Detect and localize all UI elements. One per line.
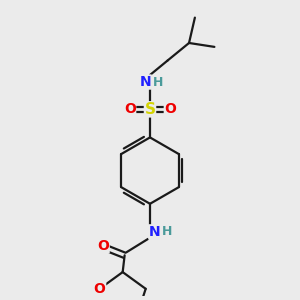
- Text: N: N: [149, 225, 161, 239]
- Text: S: S: [145, 102, 155, 117]
- Text: H: H: [162, 225, 172, 239]
- Text: H: H: [153, 76, 163, 88]
- Text: O: O: [124, 102, 136, 116]
- Text: O: O: [97, 238, 109, 253]
- Text: N: N: [140, 75, 151, 89]
- Text: O: O: [164, 102, 176, 116]
- Text: O: O: [94, 282, 106, 296]
